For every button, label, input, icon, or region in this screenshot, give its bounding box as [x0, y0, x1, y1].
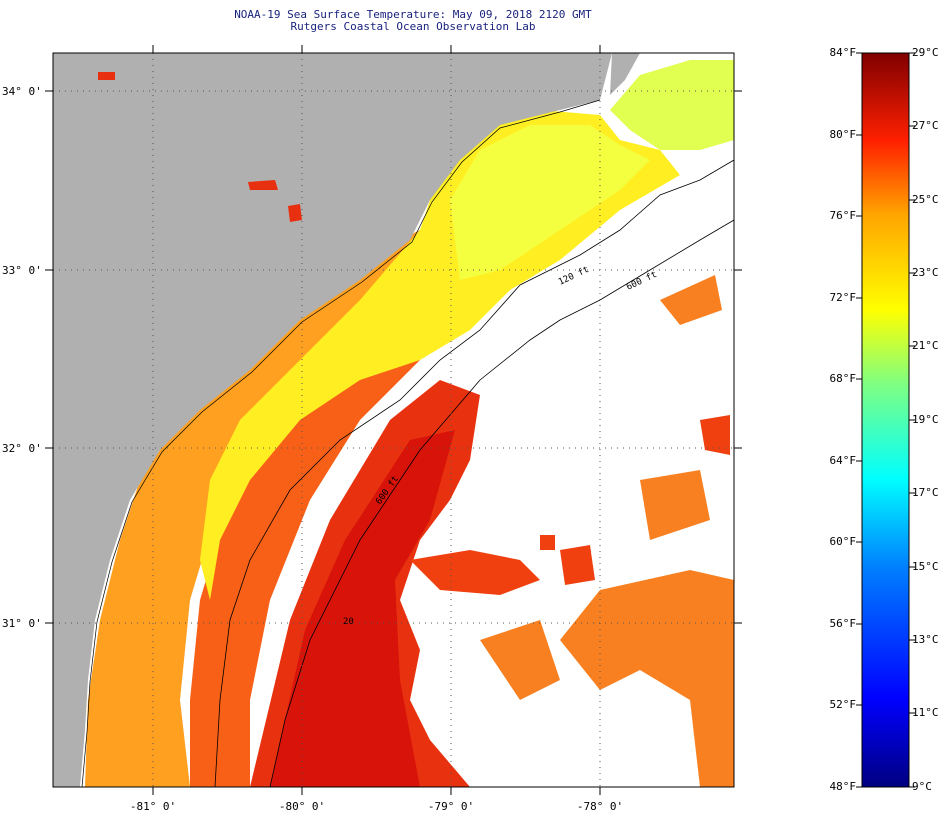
colorbar-f-label: 68°F	[829, 372, 857, 385]
lat-label: 33° 0'	[2, 264, 42, 277]
land-outer-banks	[610, 53, 640, 95]
isobath-600ft	[269, 219, 734, 787]
colorbar-c-label: 9°C	[912, 780, 932, 793]
isobath-label: 20	[343, 617, 354, 627]
colorbar-c-label: 11°C	[912, 706, 939, 719]
gulf-stream-core	[270, 430, 455, 787]
inland-lake	[98, 72, 115, 80]
colorbar-f-label: 84°F	[829, 46, 857, 59]
shelf-waters	[200, 110, 680, 600]
colorbar-c-label: 19°C	[912, 413, 939, 426]
map-frame	[52, 52, 735, 788]
graticule	[53, 53, 734, 787]
offshore-warm-patches	[410, 415, 730, 595]
colorbar-f-label: 56°F	[829, 617, 857, 630]
transition-waters	[190, 350, 420, 787]
lon-label: -81° 0'	[129, 800, 177, 813]
colorbar-f-label: 52°F	[829, 698, 857, 711]
colorbar-c-label: 25°C	[912, 193, 939, 206]
colorbar-c-label: 21°C	[912, 339, 939, 352]
map-subtitle: Rutgers Coastal Ocean Observation Lab	[290, 20, 536, 33]
lat-label: 34° 0'	[2, 85, 42, 98]
lon-label: -80° 0'	[278, 800, 326, 813]
colorbar-f-label: 60°F	[829, 535, 857, 548]
colorbar-c-label: 13°C	[912, 633, 939, 646]
isobath-120ft	[214, 159, 734, 787]
inland-lake	[288, 204, 302, 222]
colorbar-f-label: 64°F	[829, 454, 857, 467]
colorbar	[861, 52, 910, 788]
colorbar-f-label: 48°F	[829, 780, 857, 793]
nearshore-waters	[85, 230, 440, 787]
lat-label: 32° 0'	[2, 442, 42, 455]
colorbar-ticks	[856, 52, 915, 788]
colorbar-f-label: 80°F	[829, 128, 857, 141]
land	[53, 53, 612, 787]
colorbar-c-label: 29°C	[912, 46, 939, 59]
coastline	[81, 99, 601, 787]
colorbar-c-label: 17°C	[912, 486, 939, 499]
lon-label: -78° 0'	[576, 800, 624, 813]
inner-shelf-waters	[450, 125, 650, 280]
colorbar-f-label: 76°F	[829, 209, 857, 222]
colorbar-c-label: 23°C	[912, 266, 939, 279]
colorbar-f-label: 72°F	[829, 291, 857, 304]
lat-label: 31° 0'	[2, 617, 42, 630]
colorbar-c-label: 15°C	[912, 560, 939, 573]
sound-waters	[610, 60, 734, 150]
frame-ticks	[45, 45, 742, 795]
inland-lake	[248, 180, 278, 190]
lon-label: -79° 0'	[427, 800, 475, 813]
map-title: NOAA-19 Sea Surface Temperature: May 09,…	[234, 8, 592, 21]
colorbar-c-label: 27°C	[912, 119, 939, 132]
offshore-orange-patches	[480, 275, 734, 787]
